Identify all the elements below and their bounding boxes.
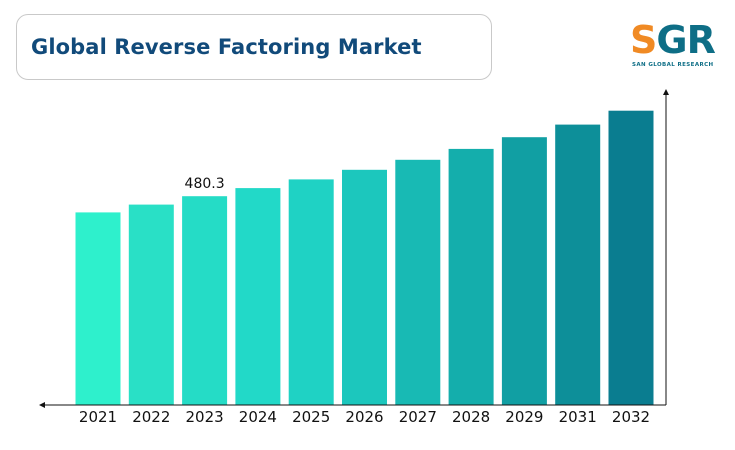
bar-2031 — [555, 124, 601, 405]
bar-2025 — [288, 179, 334, 405]
x-tick-label: 2025 — [292, 408, 330, 426]
x-tick-label: 2027 — [399, 408, 437, 426]
chart-title: Global Reverse Factoring Market — [31, 35, 422, 59]
x-tick-label: 2023 — [186, 408, 224, 426]
data-labels: 480.3 — [185, 176, 225, 192]
x-tick-label: 2022 — [132, 408, 170, 426]
bar-2022 — [128, 204, 174, 405]
bar-2028 — [448, 148, 494, 405]
x-tick-label: 2029 — [505, 408, 543, 426]
x-tick-label: 2031 — [559, 408, 597, 426]
x-tick-label: 2032 — [612, 408, 650, 426]
x-tick-label: 2021 — [79, 408, 117, 426]
bar-2027 — [395, 159, 441, 405]
x-tick-labels: 2021 2022 2023 2024 2025 2026 2027 2028 2029 2031… — [79, 408, 650, 426]
bars-group — [75, 110, 654, 405]
bar-2024 — [235, 188, 281, 405]
bar-2029 — [501, 137, 547, 405]
sgr-logo: SGR SAN GLOBAL RESEARCH — [630, 20, 726, 72]
bar-2032 — [608, 110, 654, 405]
logo-letters-gr: GR — [656, 18, 715, 62]
title-box: Global Reverse Factoring Market — [16, 14, 492, 80]
x-tick-label: 2024 — [239, 408, 277, 426]
x-tick-label: 2028 — [452, 408, 490, 426]
logo-subtitle: SAN GLOBAL RESEARCH — [632, 62, 714, 68]
bar-2023 — [182, 196, 228, 405]
logo-letter-s: S — [630, 18, 657, 62]
logo-letters: SGR — [630, 18, 716, 62]
data-label: 480.3 — [185, 176, 225, 192]
bar-2026 — [342, 169, 387, 405]
bar-2021 — [75, 212, 121, 405]
x-tick-label: 2026 — [345, 408, 383, 426]
